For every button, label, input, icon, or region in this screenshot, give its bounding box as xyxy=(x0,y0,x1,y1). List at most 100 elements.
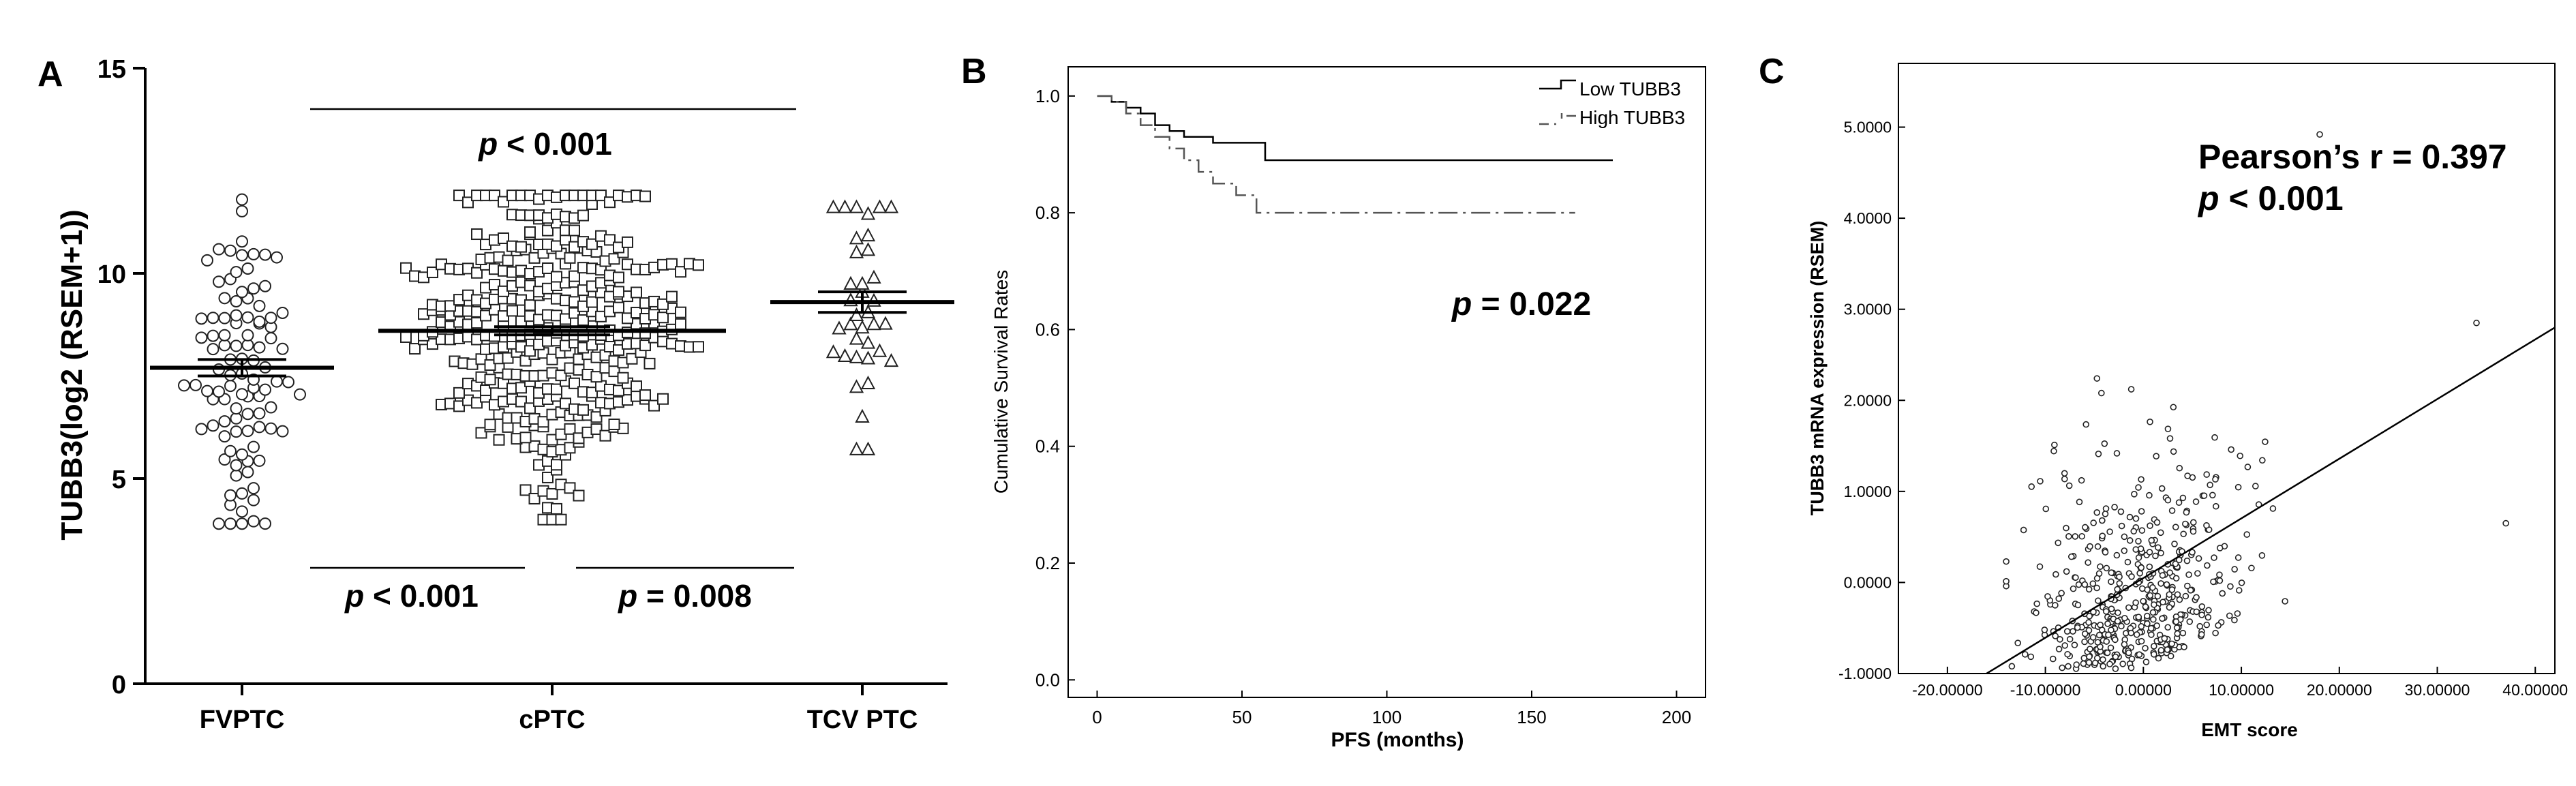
data-point xyxy=(230,412,243,425)
data-point xyxy=(2258,552,2266,559)
data-point xyxy=(573,489,585,502)
y-tick-label: 3.0000 xyxy=(1844,301,1892,318)
data-point xyxy=(2149,584,2156,591)
data-point xyxy=(837,348,853,363)
data-point xyxy=(213,517,225,530)
data-point xyxy=(2118,522,2125,530)
data-point xyxy=(2050,447,2057,455)
data-point xyxy=(207,329,219,342)
data-point xyxy=(2157,580,2164,587)
data-point xyxy=(843,275,858,290)
data-point xyxy=(2159,572,2166,579)
data-point xyxy=(2052,602,2059,609)
data-point xyxy=(2144,612,2151,620)
data-point xyxy=(230,294,243,307)
data-point xyxy=(2112,653,2119,661)
y-tick-label: 0 xyxy=(112,671,126,699)
data-point xyxy=(631,307,642,319)
x-tick-label: 30.00000 xyxy=(2405,681,2470,699)
panel-c-y-axis-label: TUBB3 mRNA expression (RSEM) xyxy=(1807,221,1828,516)
data-point xyxy=(2183,509,2190,516)
panel-b-plot-frame xyxy=(1067,66,1706,698)
data-point xyxy=(524,299,536,312)
panel-b-y-ticks: 0.0 0.2 0.4 0.6 0.8 1.0 xyxy=(1035,86,1075,690)
data-point xyxy=(230,402,243,415)
data-point xyxy=(2148,624,2155,632)
data-point xyxy=(2138,623,2145,630)
data-point xyxy=(2173,624,2181,631)
data-point xyxy=(2186,618,2194,625)
data-point xyxy=(2097,563,2104,571)
data-point xyxy=(484,374,496,386)
data-point xyxy=(2193,594,2200,601)
data-point xyxy=(207,419,219,432)
data-point xyxy=(409,343,421,355)
data-point xyxy=(2022,651,2029,658)
data-point xyxy=(2502,519,2509,527)
data-point xyxy=(849,199,864,213)
data-point xyxy=(230,309,243,322)
x-tick-label: TCV PTC xyxy=(807,706,918,734)
data-point xyxy=(613,286,624,298)
data-point xyxy=(2243,531,2250,538)
data-point xyxy=(2099,517,2106,524)
panel-c-x-ticks: -20.00000 -10.00000 0.00000 10.00000 20.0000… xyxy=(1912,667,2568,699)
data-point xyxy=(2166,604,2173,611)
data-point xyxy=(236,388,248,401)
data-point xyxy=(2155,544,2162,551)
data-point xyxy=(648,399,660,412)
data-point xyxy=(2137,545,2145,552)
data-point xyxy=(586,296,598,308)
data-point xyxy=(2151,643,2157,650)
data-point xyxy=(2081,630,2089,637)
data-point xyxy=(860,375,876,390)
data-point xyxy=(2065,482,2073,489)
data-point xyxy=(259,248,271,261)
data-point xyxy=(2112,636,2119,644)
data-point xyxy=(631,380,642,393)
data-point xyxy=(201,254,213,267)
data-point xyxy=(2102,549,2109,556)
data-point xyxy=(2052,571,2059,578)
data-point xyxy=(2082,524,2089,531)
data-point xyxy=(2176,464,2183,472)
data-point xyxy=(2127,629,2135,637)
data-point xyxy=(608,418,620,430)
data-point xyxy=(2041,626,2048,633)
data-point xyxy=(2132,515,2140,522)
data-point xyxy=(2144,620,2151,627)
data-point xyxy=(2142,659,2150,665)
data-point xyxy=(2126,537,2134,544)
data-point xyxy=(2212,629,2219,637)
panel-b-curves xyxy=(1097,95,1613,214)
data-point xyxy=(498,196,509,208)
data-point xyxy=(657,312,669,324)
data-point xyxy=(453,387,465,399)
data-point xyxy=(506,305,518,317)
y-tick-label: 2.0000 xyxy=(1844,391,1892,409)
data-point xyxy=(253,299,266,312)
data-point xyxy=(2149,609,2157,616)
data-point xyxy=(577,404,589,416)
y-tick-label: 0.0 xyxy=(1035,669,1060,690)
data-point xyxy=(2003,577,2010,585)
data-point xyxy=(569,377,580,389)
comparison-p-fvptc-tcvptc: p < 0.001 xyxy=(477,126,612,162)
data-point xyxy=(241,262,254,275)
x-tick-label: 150 xyxy=(1517,707,1546,727)
data-point xyxy=(866,269,881,284)
data-point xyxy=(837,199,853,213)
data-point xyxy=(2157,647,2165,654)
data-point xyxy=(2089,634,2097,641)
data-point xyxy=(524,279,536,292)
data-point xyxy=(247,482,260,495)
data-point xyxy=(537,416,549,428)
data-point xyxy=(241,311,254,324)
data-point xyxy=(236,487,248,500)
y-tick-label: 5.0000 xyxy=(1844,119,1892,136)
data-point xyxy=(2107,644,2115,652)
data-point xyxy=(2215,622,2222,629)
data-point xyxy=(2170,404,2177,411)
data-point xyxy=(849,244,864,258)
